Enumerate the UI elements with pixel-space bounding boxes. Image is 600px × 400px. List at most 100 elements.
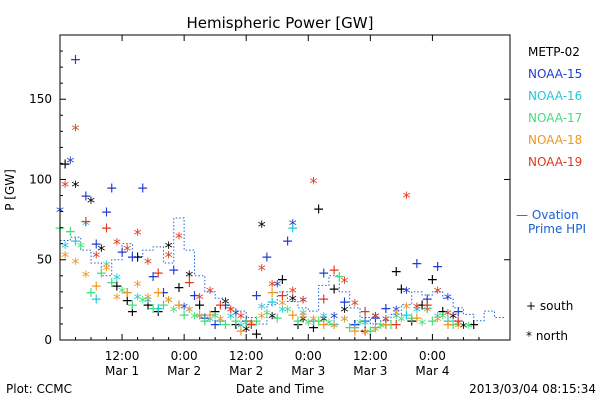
data-point: * (340, 302, 348, 321)
data-point: * (434, 283, 442, 302)
ovation-legend-line2: Prime HPI (528, 222, 586, 236)
x-tick-label-date: Mar 4 (415, 364, 449, 378)
data-point: * (465, 318, 473, 337)
data-point: + (380, 301, 392, 317)
data-point: * (377, 318, 385, 337)
data-point: + (292, 314, 304, 330)
data-point: * (82, 215, 90, 234)
data-point: * (72, 177, 80, 196)
data-point: + (240, 314, 252, 330)
legend-item-noaa-16: NOAA-16 (528, 89, 582, 103)
data-point: * (134, 276, 142, 295)
data-point: + (421, 301, 433, 317)
data-point: * (361, 325, 369, 344)
x-tick-label-date: Mar 1 (105, 364, 139, 378)
data-point: * (185, 302, 193, 321)
data-point: + (318, 266, 330, 282)
data-point: * (258, 309, 266, 328)
data-point: + (80, 214, 92, 230)
data-point: + (349, 323, 361, 339)
data-point: + (266, 294, 278, 310)
data-point: + (406, 314, 418, 330)
data-point: + (152, 301, 164, 317)
data-point: + (277, 272, 289, 288)
data-point: * (413, 302, 421, 321)
data-point: * (72, 254, 80, 273)
x-tick-label-date: Mar 3 (291, 364, 325, 378)
data-point: * (113, 289, 121, 308)
symbol-legend-south: + south (526, 299, 573, 313)
series-metp-02: +***++++++*+*+ + *+ * +**+*+* ++*+*++* +++++++… (59, 156, 479, 342)
data-point: * (340, 312, 348, 331)
data-point: + (199, 314, 211, 330)
data-point: * (449, 309, 457, 328)
data-point: * (97, 241, 105, 260)
data-point: + (328, 262, 340, 278)
data-point: + (173, 298, 185, 314)
data-point: * (144, 289, 152, 308)
data-point: + (452, 314, 464, 330)
data-point: * (299, 312, 307, 331)
series-noaa-19: **+*+* ***+**+* *+ * * +**+ ***++** + * * +** +** + (61, 121, 464, 333)
data-point: * (309, 312, 317, 331)
legend-item-noaa-18: NOAA-18 (528, 133, 582, 147)
data-point: + (390, 317, 402, 333)
data-point: * (87, 193, 95, 212)
data-point: * (216, 312, 224, 331)
data-point: * (222, 294, 230, 313)
data-point: * (278, 302, 286, 321)
data-point: + (183, 275, 195, 291)
data-point: + (230, 314, 242, 330)
y-tick-label: 150 (29, 92, 52, 106)
data-point: * (185, 267, 193, 286)
data-point: * (434, 312, 442, 331)
data-point: * (66, 153, 74, 172)
data-point: + (251, 314, 263, 330)
data-point: + (80, 189, 92, 205)
data-point: * (61, 238, 69, 257)
data-point: + (344, 320, 356, 336)
data-point: + (101, 205, 113, 221)
data-point: + (85, 285, 97, 301)
data-point: * (165, 238, 173, 257)
data-point: + (101, 221, 113, 237)
data-point: + (251, 288, 263, 304)
data-point: + (266, 285, 278, 301)
data-point: + (339, 294, 351, 310)
data-point: * (144, 292, 152, 311)
data-point: + (333, 269, 345, 285)
data-point: + (292, 317, 304, 333)
data-point: + (246, 317, 258, 333)
data-point: + (189, 288, 201, 304)
data-point: + (385, 317, 397, 333)
data-point: + (121, 285, 133, 301)
data-point: + (359, 323, 371, 339)
x-tick-label-date: Mar 2 (167, 364, 201, 378)
data-point: + (318, 291, 330, 307)
data-point: * (180, 299, 188, 318)
data-point: * (206, 312, 214, 331)
data-point: + (349, 317, 361, 333)
data-point: * (165, 292, 173, 311)
y-tick-label: 50 (37, 253, 52, 267)
data-point: * (392, 309, 400, 328)
data-point: * (361, 315, 369, 334)
x-tick-label-date: Mar 2 (229, 364, 263, 378)
x-tick-label-time: 0:00 (171, 349, 198, 363)
data-point: + (359, 304, 371, 320)
data-point: + (287, 307, 299, 323)
data-point: + (349, 320, 361, 336)
data-point: + (90, 291, 102, 307)
data-point: + (468, 317, 480, 333)
data-point: + (59, 156, 71, 172)
data-point: * (258, 260, 266, 279)
data-point: + (287, 221, 299, 237)
data-point: * (320, 312, 328, 331)
legend-item-noaa-17: NOAA-17 (528, 111, 582, 125)
data-point: * (263, 305, 271, 324)
x-axis-label: Date and Time (236, 382, 324, 396)
series-noaa-16: * +*+**+ * * + * + * + * + ** +* + *+* + * + * + * + * * + * + * + * (61, 215, 462, 337)
data-point: * (454, 315, 462, 334)
chart-title: Hemispheric Power [GW] (187, 14, 374, 32)
